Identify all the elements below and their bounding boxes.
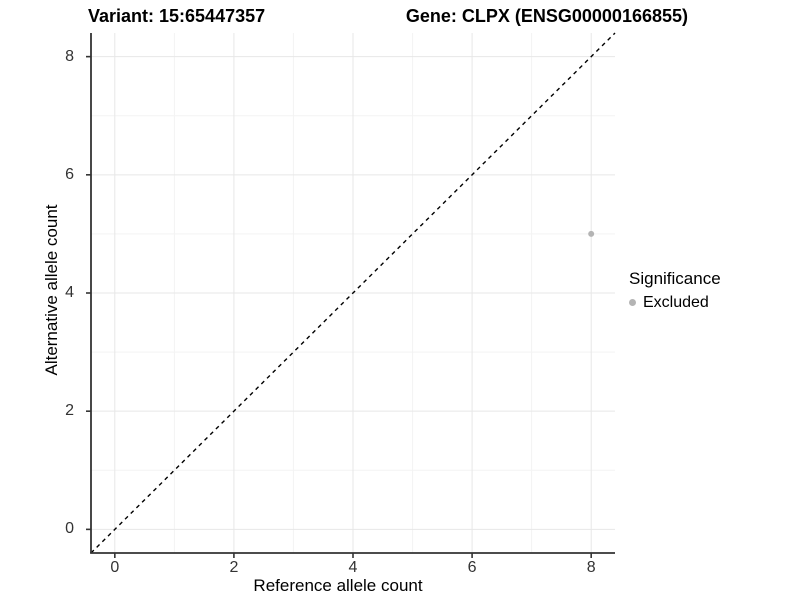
x-tick-label: 0 — [110, 559, 120, 576]
x-tick-label: 8 — [586, 559, 596, 576]
identity-line — [90, 32, 616, 554]
plot-title: Variant: 15:65447357 Gene: CLPX (ENSG000… — [88, 6, 688, 27]
legend-entry-label: Excluded — [643, 294, 709, 311]
data-point — [588, 230, 595, 237]
legend-title: Significance — [629, 269, 721, 288]
y-tick-label: 4 — [65, 284, 74, 301]
x-tick-label: 4 — [348, 559, 358, 576]
y-tick-label: 2 — [65, 402, 74, 420]
legend-key-dot-icon — [629, 299, 636, 306]
plot-title-gene: Gene: CLPX (ENSG00000166855) — [405, 6, 688, 26]
legend-entries: Excluded — [629, 293, 721, 312]
y-tick-label: 6 — [65, 165, 74, 183]
y-tick-label: 8 — [65, 47, 74, 65]
plot-title-variant: Variant: 15:65447357 — [88, 6, 266, 26]
y-axis-title: Alternative allele count — [42, 204, 61, 376]
y-tick-label: 0 — [65, 520, 74, 538]
x-axis-title: Reference allele count — [253, 576, 423, 595]
x-tick-label: 2 — [229, 559, 239, 576]
legend-entry: Excluded — [629, 293, 721, 312]
x-tick-label: 6 — [467, 559, 477, 576]
legend: Significance Excluded — [629, 269, 721, 312]
